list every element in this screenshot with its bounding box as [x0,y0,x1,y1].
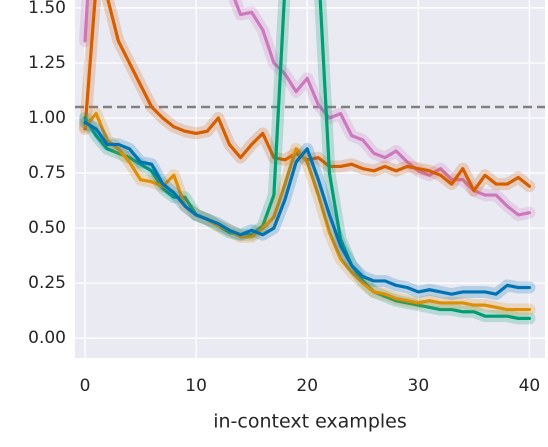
series-line [83,112,532,312]
y-tick-label: 0.75 [28,163,66,183]
y-tick-label: 0.50 [28,218,66,238]
grid [75,0,545,358]
y-tick-label: 0.00 [28,328,66,348]
series-line [83,0,532,320]
y-tick-label: 1.00 [28,108,66,128]
plot-lines [75,0,545,325]
x-tick-label: 10 [185,376,207,396]
x-tick-label: 30 [408,376,430,396]
series-line [83,120,532,296]
x-tick-label: 0 [80,376,91,396]
y-tick-label: 0.25 [28,273,66,293]
y-tick-label: 1.25 [28,53,66,73]
x-tick-label: 40 [519,376,541,396]
x-tick-label: 20 [296,376,318,396]
x-axis-label: in-context examples [213,411,407,433]
y-tick-label: 1.50 [28,0,66,18]
